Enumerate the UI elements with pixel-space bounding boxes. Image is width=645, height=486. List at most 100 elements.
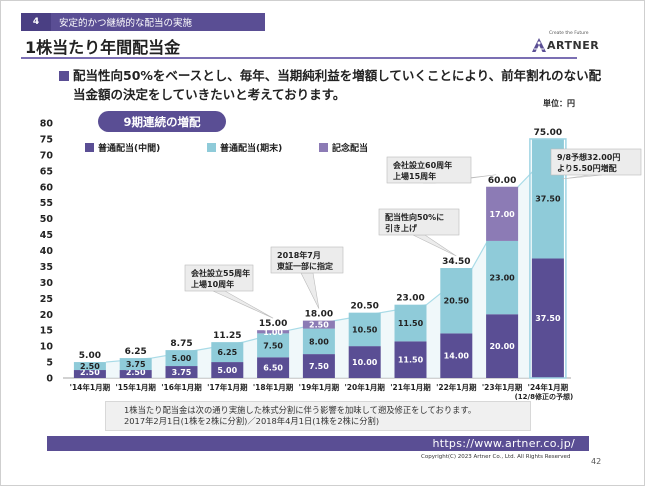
- y-tick-label: 70: [40, 150, 54, 161]
- category-label: '15年1月期: [115, 382, 156, 392]
- bar-segment: [302, 354, 335, 378]
- footnote-line: 1株当たり配当金は次の通り実施した株式分割に伴う影響を加味して遡及修正をしており…: [124, 405, 477, 415]
- logo-tagline: Create the Future: [549, 31, 589, 36]
- callout-pointer: [561, 174, 603, 180]
- callout-text: 会社設立60周年: [393, 160, 452, 170]
- category-label: '19年1月期: [299, 382, 340, 392]
- legend-swatch: [319, 143, 328, 152]
- y-tick-label: 15: [40, 326, 53, 337]
- callout-box: [270, 246, 344, 274]
- segment-label: 17.00: [489, 210, 515, 219]
- segment-label: 5.00: [172, 354, 192, 363]
- category-label: '21年1月期: [390, 382, 431, 392]
- bar-segment: [486, 314, 519, 378]
- callout-text: 2018年7月: [277, 250, 321, 260]
- callout-box: [386, 156, 472, 184]
- segment-label: 2.50: [80, 362, 100, 371]
- bar-segment: [348, 312, 381, 347]
- segment-label: 6.25: [217, 348, 237, 357]
- total-label: 8.75: [170, 339, 192, 349]
- y-tick-label: 25: [40, 294, 53, 305]
- bar-segment: [211, 362, 244, 378]
- legend-swatch: [207, 143, 216, 152]
- segment-label: 10.00: [352, 358, 378, 367]
- logo-mark-icon: [532, 38, 546, 52]
- total-label: 20.50: [350, 302, 378, 312]
- category-label: '23年1月期: [482, 382, 523, 392]
- category-label: '14年1月期: [70, 382, 111, 392]
- segment-label: 37.50: [535, 314, 561, 323]
- unit-label: 単位：円: [543, 99, 575, 108]
- bar-segment: [165, 350, 198, 367]
- segment-label: 20.00: [489, 342, 515, 351]
- legend-label: 普通配当(期末): [220, 142, 282, 154]
- callout-text: 配当性向50%に: [385, 212, 444, 222]
- bullet-square: [59, 71, 69, 81]
- callout-pointer: [212, 290, 274, 319]
- section-title: 安定的かつ継続的な配当の実施: [59, 18, 193, 29]
- bar-segment: [486, 186, 519, 241]
- total-label: 6.25: [125, 347, 147, 357]
- callout-pointer: [300, 272, 320, 309]
- y-tick-label: 35: [40, 262, 53, 273]
- total-label: 60.00: [488, 176, 516, 186]
- callout-text: 上場15周年: [393, 171, 436, 181]
- y-tick-label: 55: [40, 198, 53, 209]
- streak-badge-text: 9期連続の増配: [123, 115, 201, 129]
- total-label: 23.00: [396, 294, 424, 304]
- legend-label: 記念配当: [332, 142, 368, 154]
- total-label: 15.00: [259, 319, 287, 329]
- page-title: 1株当たり年間配当金: [25, 38, 181, 57]
- bar-segment: [486, 240, 519, 315]
- bar-segment: [257, 330, 290, 334]
- y-tick-label: 75: [40, 134, 53, 145]
- segment-label: 1.00: [263, 328, 283, 337]
- bar-segment: [348, 346, 381, 378]
- forecast-outline: [529, 138, 567, 379]
- y-tick-label: 65: [40, 166, 53, 177]
- bar-segment: [73, 370, 106, 378]
- bar-segment: [257, 357, 290, 378]
- bar-segment: [394, 304, 427, 342]
- y-tick-label: 5: [46, 358, 53, 369]
- callout-text: 9/8予想32.00円: [557, 152, 620, 162]
- segment-label: 11.50: [398, 356, 424, 365]
- total-label: 5.00: [79, 351, 101, 361]
- segment-label: 7.50: [309, 362, 329, 371]
- bar-segment: [119, 358, 152, 371]
- callout-text: 引き上げ: [385, 223, 418, 233]
- streak-badge: [98, 111, 226, 132]
- y-tick-label: 40: [40, 246, 54, 257]
- callout-text: 東証一部に指定: [277, 261, 333, 271]
- segment-label: 5.00: [217, 366, 237, 375]
- bar-segment: [211, 342, 244, 363]
- segment-label: 8.00: [309, 337, 329, 346]
- callout-pointer: [412, 234, 457, 257]
- category-label: '18年1月期: [253, 382, 294, 392]
- category-label: '20年1月期: [344, 382, 385, 392]
- segment-label: 11.50: [398, 319, 424, 328]
- segment-label: 23.00: [489, 274, 515, 283]
- category-label: '17年1月期: [207, 382, 248, 392]
- bar-segment: [119, 370, 152, 378]
- callout-text: より5.50円増配: [557, 163, 617, 173]
- legend-swatch: [85, 143, 94, 152]
- bar-segment: [165, 366, 198, 378]
- bar-segment: [531, 258, 564, 378]
- segment-label: 3.75: [126, 360, 146, 369]
- callout-text: 会社設立55周年: [191, 268, 250, 278]
- y-tick-label: 30: [40, 278, 54, 289]
- copyright: Copyright(C) 2023 Artner Co., Ltd. All R…: [421, 454, 571, 460]
- footnote-box: 1株当たり配当金は次の通り実施した株式分割に伴う影響を加味して遡及修正をしており…: [105, 401, 531, 431]
- y-tick-label: 50: [40, 214, 54, 225]
- segment-label: 7.50: [263, 341, 283, 350]
- section-number: 4: [21, 13, 51, 31]
- bar-segment: [73, 362, 106, 371]
- bar-segment: [394, 341, 427, 378]
- callout-box: [550, 148, 642, 176]
- bar-segment: [440, 333, 473, 378]
- website-url[interactable]: https://www.artner.co.jp/: [47, 436, 589, 451]
- bar-segment: [440, 268, 473, 334]
- category-label: '24年1月期: [528, 382, 569, 392]
